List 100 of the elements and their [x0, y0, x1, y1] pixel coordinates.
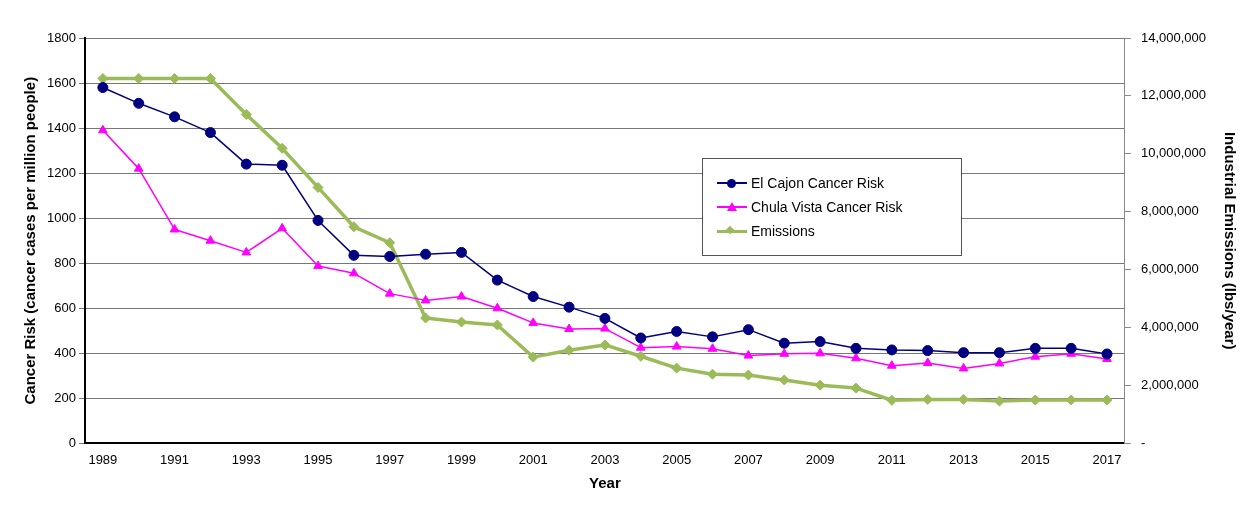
point — [349, 267, 359, 277]
point — [528, 317, 539, 326]
point — [600, 323, 610, 332]
x-tick-label: 1999 — [447, 451, 476, 467]
x-tick-label: 2009 — [805, 451, 835, 467]
point — [312, 214, 324, 226]
point — [887, 360, 897, 369]
point — [564, 323, 574, 332]
point — [599, 312, 611, 324]
y-tick-label: 600 — [54, 299, 76, 315]
point — [384, 237, 396, 249]
point — [707, 343, 718, 352]
point — [492, 302, 503, 312]
x-tick-label: 2017 — [1092, 451, 1122, 467]
point — [348, 221, 360, 233]
point — [778, 337, 790, 349]
y-tick-label: 1600 — [47, 74, 76, 90]
point — [742, 324, 754, 336]
x-axis-title: Year — [589, 474, 621, 492]
point — [205, 235, 216, 244]
y2-tick-label: 2,000,000 — [1140, 377, 1199, 393]
point — [527, 291, 539, 303]
point — [313, 260, 323, 269]
y-axis-title: Cancer Risk (cancer cases per million people) — [21, 76, 39, 405]
point — [384, 250, 396, 262]
point — [851, 352, 861, 362]
y2-tick-label: - — [1140, 434, 1146, 450]
y2-tick-label: 10,000,000 — [1140, 145, 1207, 161]
point — [993, 347, 1005, 359]
x-tick-label: 1989 — [88, 451, 118, 467]
x-tick-label: 2011 — [877, 451, 906, 467]
point — [635, 342, 646, 351]
point — [348, 249, 360, 261]
point — [563, 301, 575, 313]
point — [204, 127, 216, 139]
point — [599, 339, 611, 351]
point — [133, 163, 144, 172]
point — [1029, 342, 1041, 354]
point — [491, 274, 503, 286]
y-tick-label: 800 — [54, 254, 76, 270]
point — [922, 357, 933, 366]
point — [671, 362, 683, 374]
y2-axis-title: Industrial Emissions (lbs/year) — [1221, 131, 1239, 350]
point — [994, 357, 1005, 367]
point — [635, 350, 647, 362]
y2-tick-label: 8,000,000 — [1140, 203, 1199, 219]
y-tick-label: 200 — [54, 389, 76, 405]
point — [456, 291, 467, 300]
point — [1065, 342, 1077, 354]
y-tick-label: 0 — [68, 434, 76, 450]
point — [312, 181, 324, 193]
point — [671, 325, 683, 337]
point — [563, 344, 575, 356]
point — [707, 331, 719, 343]
x-tick-label: 1991 — [160, 451, 190, 467]
y-tick-label: 1200 — [47, 164, 76, 180]
point — [1101, 348, 1113, 360]
y-tick-label: 1400 — [47, 119, 76, 135]
point — [277, 222, 287, 232]
legend-label: Emissions — [751, 223, 815, 239]
point — [671, 341, 682, 350]
y2-tick-label: 6,000,000 — [1140, 261, 1199, 277]
y2-tick-label: 4,000,000 — [1140, 319, 1199, 335]
x-tick-label: 2005 — [662, 451, 692, 467]
y-tick-label: 1000 — [47, 209, 76, 225]
x-tick-label: 2007 — [733, 451, 763, 467]
point — [98, 124, 108, 134]
point — [276, 142, 288, 154]
x-tick-label: 2001 — [518, 451, 548, 467]
point — [276, 159, 288, 171]
legend-label: Chula Vista Cancer Risk — [751, 199, 903, 215]
point — [922, 345, 934, 357]
point — [886, 344, 898, 356]
y-tick-label: 400 — [54, 344, 76, 360]
point — [779, 348, 790, 357]
point — [850, 382, 862, 394]
point — [384, 288, 395, 297]
x-tick-label: 1997 — [375, 451, 405, 467]
point — [455, 246, 467, 258]
point — [815, 347, 825, 357]
x-tick-label: 2015 — [1020, 451, 1050, 467]
x-tick-label: 2013 — [949, 451, 979, 467]
point — [97, 82, 109, 94]
point — [240, 158, 252, 170]
y2-tick-label: 12,000,000 — [1140, 87, 1207, 103]
x-tick-label: 1995 — [303, 451, 333, 467]
x-tick-label: 1993 — [231, 451, 261, 467]
x-tick-label: 2003 — [590, 451, 620, 467]
point — [169, 223, 180, 233]
point — [527, 351, 539, 363]
y-tick-label: 1800 — [47, 29, 76, 45]
point — [958, 347, 970, 359]
y2-tick-label: 14,000,000 — [1140, 29, 1207, 45]
point — [420, 248, 432, 260]
point — [743, 350, 754, 359]
point — [850, 342, 862, 354]
point — [635, 332, 647, 344]
point — [958, 362, 969, 372]
legend-label: El Cajon Cancer Risk — [751, 175, 885, 191]
point — [814, 336, 826, 348]
